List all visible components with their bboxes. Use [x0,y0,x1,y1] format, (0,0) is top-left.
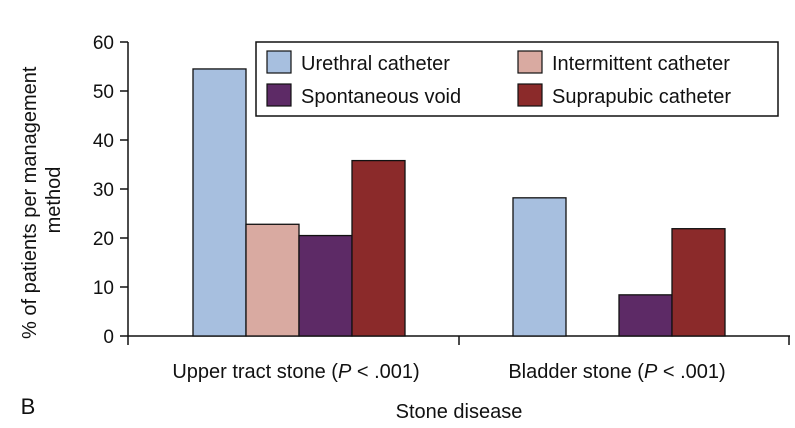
bars [192,68,726,337]
x-axis [127,335,790,345]
y-tick-label: 30 [93,180,114,201]
y-axis-title-line-1: % of patients per management [19,66,41,339]
legend: Urethral catheter Intermittent catheter Sp… [255,41,779,117]
y-tick-label: 40 [93,131,114,152]
legend-box [255,41,779,117]
category-paren: ( [632,361,645,383]
bar-spontaneous-void-1 [618,294,673,337]
category-name: Bladder stone [508,361,631,383]
bar-suprapubic-catheter-0 [351,159,406,337]
category-name: Upper tract stone [172,361,325,383]
x-axis-title: Stone disease [396,401,523,423]
legend-swatch-suprapubic-catheter [517,83,543,107]
panel-label: B [21,394,36,419]
category-p-value: < .001) [657,361,725,383]
category-p-label: P [644,361,658,383]
y-axis: 0 10 20 30 40 50 60 [93,33,129,348]
legend-label-suprapubic-catheter: Suprapubic catheter [552,86,731,108]
y-tick-label: 50 [93,82,114,103]
category-label: Bladder stone (P < .001) [508,361,725,383]
y-axis-title: % of patients per management method [19,61,65,339]
bar-urethral-catheter-0 [192,68,247,337]
y-tick-label: 0 [103,327,114,348]
legend-swatch-urethral-catheter [266,50,292,74]
category-labels: Upper tract stone (P < .001) Bladder ston… [172,361,725,383]
bar-intermittent-catheter-0 [245,223,300,337]
y-tick-label: 10 [93,278,114,299]
bar-spontaneous-void-0 [298,234,353,337]
category-label: Upper tract stone (P < .001) [172,361,419,383]
bar-suprapubic-catheter-1 [671,228,726,337]
legend-swatch-intermittent-catheter [517,50,543,74]
y-tick-label: 20 [93,229,114,250]
category-p-label: P [338,361,352,383]
legend-swatch-spontaneous-void [266,83,292,107]
category-p-value: < .001) [351,361,419,383]
bar-urethral-catheter-1 [512,197,567,337]
legend-label-spontaneous-void: Spontaneous void [301,86,461,108]
y-tick-label: 60 [93,33,114,54]
legend-label-intermittent-catheter: Intermittent catheter [552,53,730,75]
y-axis-title-line-2: method [43,167,65,234]
legend-label-urethral-catheter: Urethral catheter [301,53,450,75]
category-paren: ( [326,361,339,383]
